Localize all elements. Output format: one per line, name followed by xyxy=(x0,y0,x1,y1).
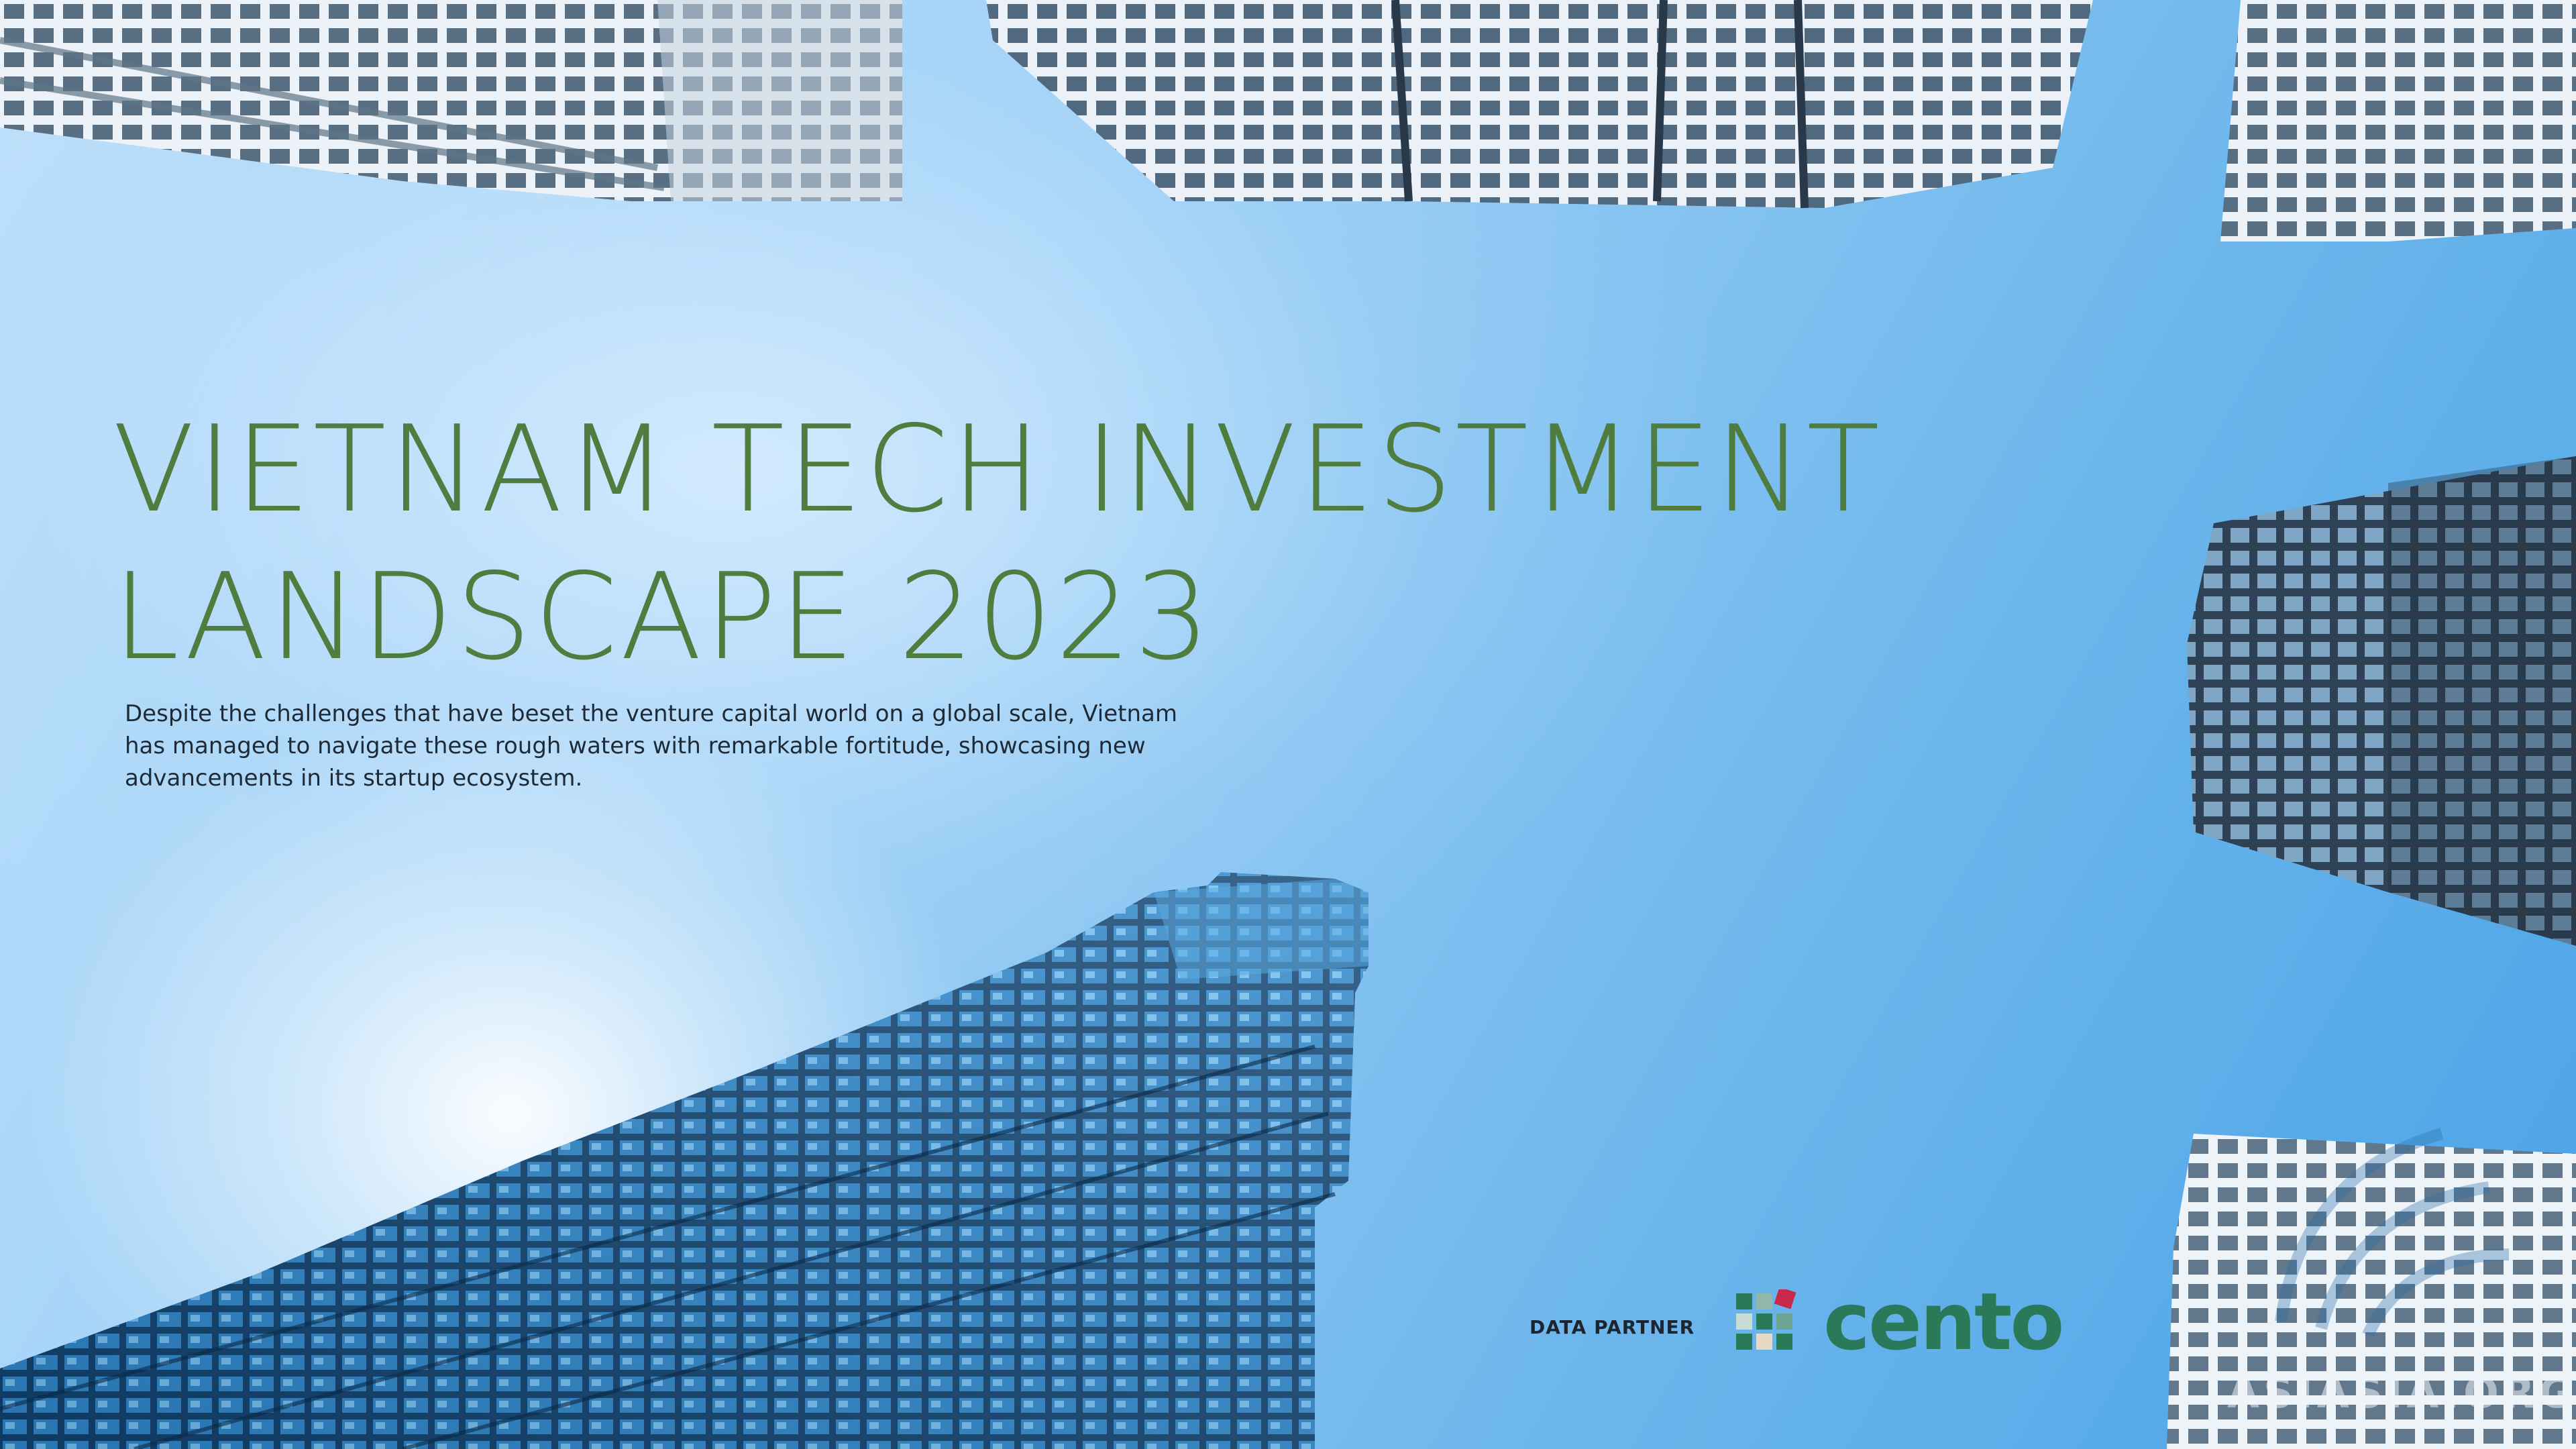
intro-paragraph: Despite the challenges that have beset t… xyxy=(125,700,1177,792)
report-title: VIETNAM TECH INVESTMENT LANDSCAPE 2023 xyxy=(113,396,1924,691)
data-partner-label: DATA PARTNER xyxy=(1529,1316,1695,1338)
cento-logo-text: cento xyxy=(1823,1275,2064,1368)
report-title-line-1: VIETNAM TECH INVESTMENT xyxy=(113,400,1882,539)
watermark-logo-icon xyxy=(2275,1128,2510,1338)
watermark-text: ASIASIA.ORG xyxy=(2227,1368,2576,1417)
report-title-line-2: LANDSCAPE 2023 xyxy=(113,547,1213,686)
cento-logo-icon xyxy=(1736,1289,1796,1350)
